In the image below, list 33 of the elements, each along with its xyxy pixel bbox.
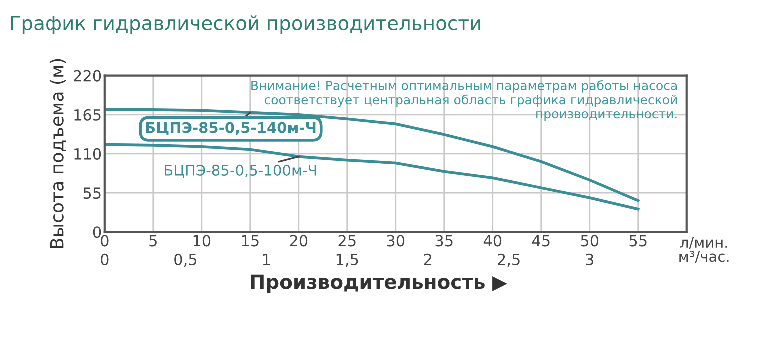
x2-tick-label: 0 [101,254,109,266]
x2-tick-label: 3 [586,254,594,266]
chart-title: График гидравлической производительности [11,16,480,34]
y-tick-label: 165 [74,109,101,121]
series-label: БЦПЭ-85-0,5-140м-Ч [146,122,316,136]
x-tick-label: 45 [532,235,550,247]
x-tick-label: 50 [581,235,599,247]
x-tick-label: 20 [290,235,308,247]
x-tick-label: 30 [387,235,405,247]
x2-axis-title: м³/час. [680,251,729,264]
x2-tick-label: 1,5 [336,254,358,268]
y-tick-label: 110 [74,148,102,160]
y-tick-label: 0 [93,226,102,238]
line-series [104,143,640,211]
y-tick-label: 220 [74,70,102,82]
x-tick-label: 15 [242,235,259,247]
x2-tick-label: 2,5 [498,254,520,268]
x2-tick-label: 1 [263,254,270,266]
x2-tick-label: 0,5 [174,254,197,268]
x-tick-label: 5 [150,235,157,247]
x-tick-label: 35 [436,235,453,247]
series-label: БЦПЭ-85-0,5-100м-Ч [165,164,316,178]
x-tick-label: 10 [194,235,211,247]
x-tick-label: 0 [101,235,109,247]
x2-tick-label: 2 [424,254,432,266]
x-axis-title: л/мин. [680,237,728,250]
y-axis-title: Высота подъема (м) [50,59,66,248]
text: Производительность ▶ [251,274,508,294]
x-tick-label: 40 [484,235,502,247]
y-tick-label: 55 [84,188,101,200]
x-tick-label: 55 [630,235,647,247]
annotation: Внимание! Расчетным оптимальным параметрам работы насоса соответствует центральная область графика гидравлической производительности. [252,80,678,122]
x-tick-label: 25 [338,235,356,247]
